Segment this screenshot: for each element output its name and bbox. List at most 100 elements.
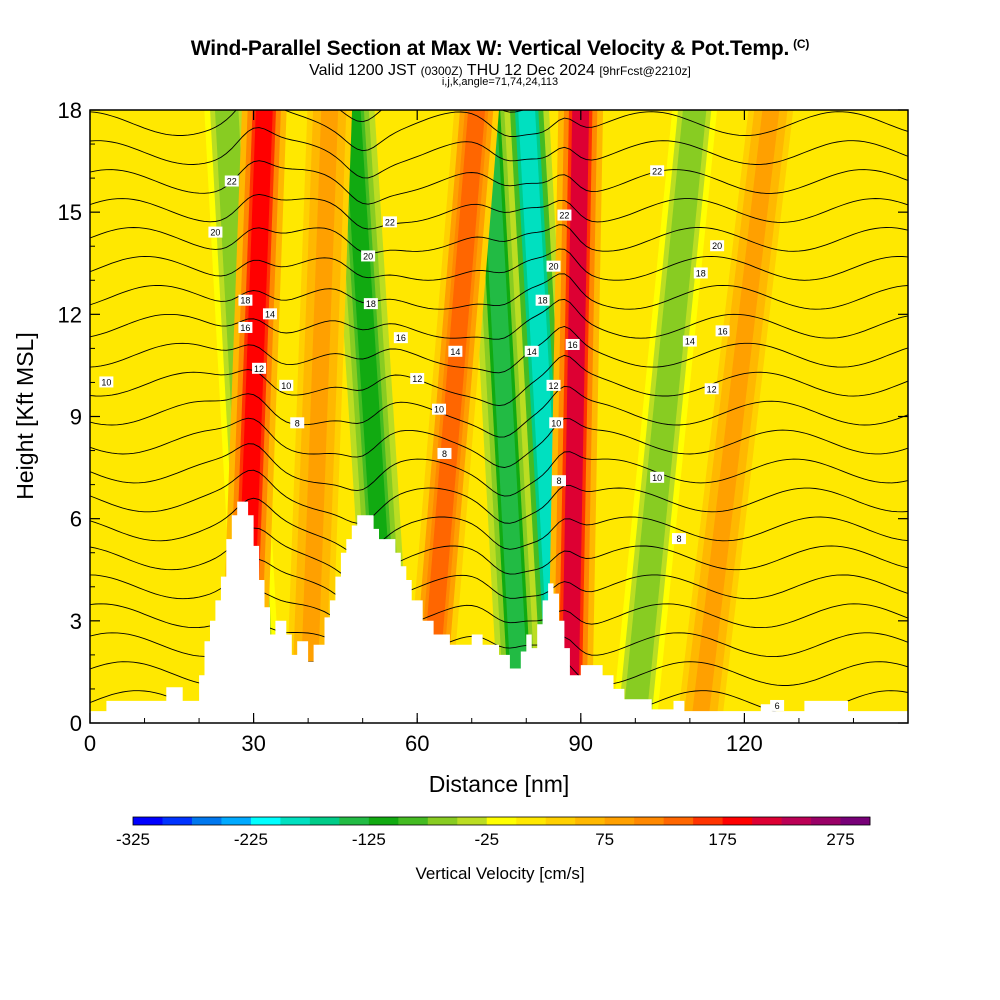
colorbar-swatch-15 xyxy=(575,817,606,825)
theta-contour-15 xyxy=(90,248,908,281)
theta-contour-14 xyxy=(90,273,908,310)
colorbar-swatch-1 xyxy=(162,817,193,825)
contour-label-text-20: 16 xyxy=(568,340,578,350)
colorbar-tick-label-4: 75 xyxy=(595,830,614,849)
contour-label-18: 20 xyxy=(546,260,561,272)
contour-label-8: 8 xyxy=(290,417,305,429)
contour-label-bg-4 xyxy=(238,321,253,333)
contour-label-7: 10 xyxy=(279,379,294,391)
contour-label-19: 18 xyxy=(535,294,550,306)
colorbar-swatch-10 xyxy=(427,817,458,825)
y-tick-label-5: 15 xyxy=(58,200,82,225)
contour-label-24: 8 xyxy=(551,475,566,487)
contour-label-bg-22 xyxy=(546,379,561,391)
contour-label-13: 14 xyxy=(448,345,463,357)
contour-label-bg-20 xyxy=(565,338,580,350)
contour-label-text-24: 8 xyxy=(556,476,561,486)
colorbar-swatch-23 xyxy=(811,817,841,825)
contour-label-bg-31 xyxy=(650,471,665,483)
y-tick-label-1: 3 xyxy=(70,609,82,634)
contour-label-11: 18 xyxy=(363,298,378,310)
contour-label-10: 20 xyxy=(361,250,376,262)
contour-label-bg-1 xyxy=(224,175,239,187)
contour-label-bg-0 xyxy=(99,376,114,388)
x-tick-label-3: 90 xyxy=(569,731,593,756)
theta-contour-16 xyxy=(90,224,908,254)
colorbar-swatch-18 xyxy=(663,817,694,825)
contour-label-text-33: 6 xyxy=(775,701,780,711)
contour-label-text-19: 18 xyxy=(538,296,548,306)
valid-time: Valid 1200 JST xyxy=(309,62,417,79)
contour-label-33: 6 xyxy=(770,699,785,711)
colorbar-swatch-12 xyxy=(486,817,517,825)
theta-contour-9 xyxy=(90,417,908,468)
contour-label-text-6: 12 xyxy=(254,364,264,374)
contour-label-text-12: 16 xyxy=(396,333,406,343)
contour-label-bg-14 xyxy=(410,373,425,385)
contour-label-bg-33 xyxy=(770,699,785,711)
contour-label-text-13: 14 xyxy=(450,347,460,357)
contour-label-text-17: 22 xyxy=(559,211,569,221)
contour-label-text-0: 10 xyxy=(101,377,111,387)
contour-label-bg-30 xyxy=(704,383,719,395)
downdraft-band-3-layer-3 xyxy=(480,110,530,713)
contour-label-bg-13 xyxy=(448,345,463,357)
theta-contour-11 xyxy=(90,354,908,407)
contour-label-bg-8 xyxy=(290,417,305,429)
contour-label-2: 20 xyxy=(208,226,223,238)
contour-label-bg-18 xyxy=(546,260,561,272)
contour-label-1: 22 xyxy=(224,175,239,187)
contour-label-text-18: 20 xyxy=(549,262,559,272)
colorbar-swatch-4 xyxy=(250,817,281,825)
contour-label-9: 22 xyxy=(382,216,397,228)
colorbar-swatch-16 xyxy=(604,817,635,825)
contour-label-29: 14 xyxy=(682,335,697,347)
contour-label-text-15: 10 xyxy=(434,405,444,415)
y-tick-label-0: 0 xyxy=(70,711,82,736)
contour-label-text-3: 18 xyxy=(240,296,250,306)
contour-label-bg-6 xyxy=(252,362,267,374)
y-tick-label-4: 12 xyxy=(58,302,82,327)
contour-label-bg-9 xyxy=(382,216,397,228)
contour-label-bg-15 xyxy=(432,403,447,415)
contour-label-text-22: 12 xyxy=(549,381,559,391)
contour-label-23: 10 xyxy=(549,417,564,429)
colorbar-swatch-5 xyxy=(280,817,311,825)
contour-label-bg-12 xyxy=(393,332,408,344)
contour-label-27: 18 xyxy=(693,267,708,279)
contour-label-bg-16 xyxy=(437,447,452,459)
contour-label-bg-23 xyxy=(549,417,564,429)
x-tick-label-1: 30 xyxy=(241,731,265,756)
contour-label-text-7: 10 xyxy=(281,381,291,391)
chart-title: Wind-Parallel Section at Max W: Vertical… xyxy=(0,37,1000,61)
x-tick-label-4: 120 xyxy=(726,731,763,756)
section-params: i,j,k,angle=71,74,24,113 xyxy=(441,76,559,88)
contour-label-bg-3 xyxy=(238,294,253,306)
contour-label-text-2: 20 xyxy=(210,228,220,238)
utc-time: (0300Z) xyxy=(420,64,463,78)
contour-label-text-21: 14 xyxy=(527,347,537,357)
contour-label-20: 16 xyxy=(565,338,580,350)
contour-label-text-10: 20 xyxy=(363,251,373,261)
contour-label-bg-5 xyxy=(262,308,277,320)
contour-label-31: 10 xyxy=(650,471,665,483)
y-tick-label-3: 9 xyxy=(70,405,82,430)
contour-label-16: 8 xyxy=(437,447,452,459)
contour-label-bg-2 xyxy=(208,226,223,238)
contour-label-30: 12 xyxy=(704,383,719,395)
colorbar: -325 -225 -125 -25 75 175 275 xyxy=(116,816,871,849)
plot-clip-group: 10 22 20 18 16 14 12 10 8 22 20 18 16 14 12 10 8 22 20 18 16… xyxy=(90,110,908,723)
contour-label-text-5: 14 xyxy=(265,309,275,319)
contour-label-text-9: 22 xyxy=(385,217,395,227)
contour-label-bg-17 xyxy=(557,209,572,221)
chart-title-text: Wind-Parallel Section at Max W: Vertical… xyxy=(190,37,790,60)
contour-label-bg-29 xyxy=(682,335,697,347)
contour-label-32: 8 xyxy=(671,533,686,545)
contour-label-4: 16 xyxy=(238,321,253,333)
y-tick-label-2: 6 xyxy=(70,507,82,532)
contour-label-5: 14 xyxy=(262,308,277,320)
contour-label-bg-32 xyxy=(671,533,686,545)
contour-label-bg-27 xyxy=(693,267,708,279)
colorbar-swatch-7 xyxy=(339,817,370,825)
